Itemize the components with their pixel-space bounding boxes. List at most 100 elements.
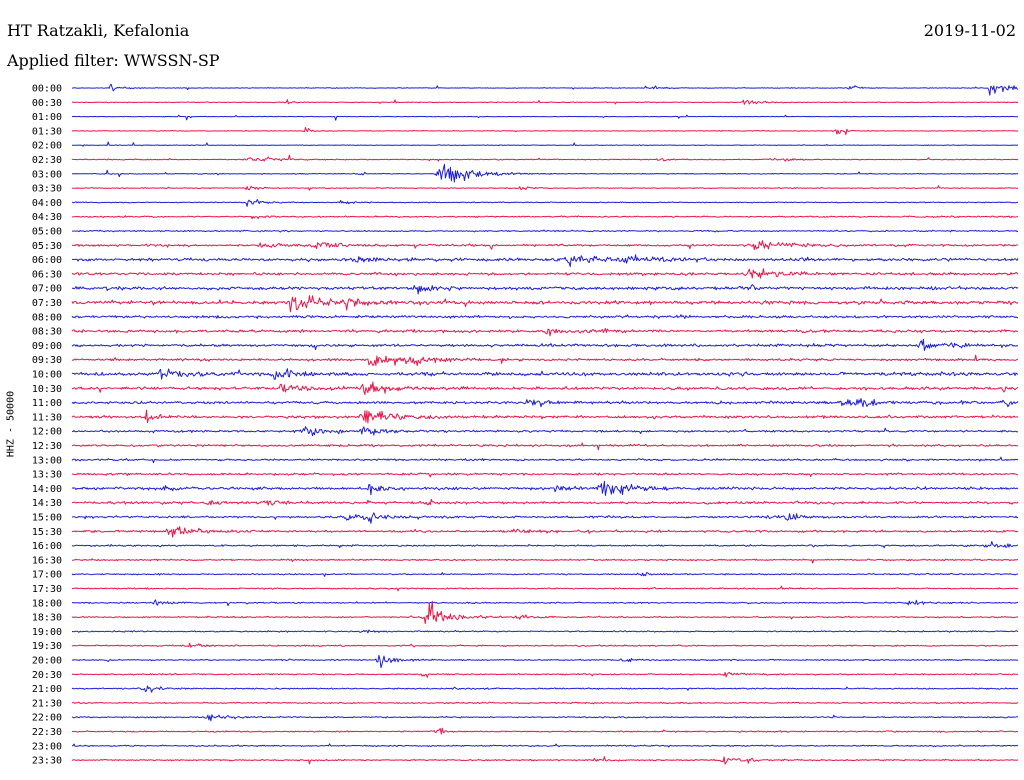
row-time-label: 03:30: [32, 184, 62, 195]
seismic-trace-row: [71, 185, 1019, 191]
row-time-label: 13:30: [32, 470, 62, 481]
seismic-trace-row: [71, 215, 1019, 220]
row-time-label: 20:30: [32, 670, 62, 681]
date-label: 2019-11-02: [923, 21, 1016, 40]
row-time-label: 21:30: [32, 698, 62, 709]
seismic-trace-row: [71, 426, 1019, 437]
row-time-label: 08:30: [32, 327, 62, 338]
seismic-trace-row: [71, 743, 1019, 748]
row-time-label: 18:00: [32, 598, 62, 609]
seismic-trace-row: [72, 442, 1019, 451]
seismic-trace-row: [72, 141, 1018, 147]
seismic-trace-row: [71, 295, 1019, 313]
row-time-label: 22:00: [32, 713, 62, 724]
row-time-label: 07:00: [32, 284, 62, 295]
seismic-trace-row: [71, 381, 1019, 395]
seismic-trace-row: [71, 328, 1019, 337]
seismic-trace-row: [71, 409, 1019, 424]
seismic-trace-row: [71, 338, 1019, 351]
row-time-label: 08:00: [32, 312, 62, 323]
row-time-label: 23:00: [32, 741, 62, 752]
row-time-label: 14:30: [32, 498, 62, 509]
row-time-label: 00:30: [32, 98, 62, 109]
row-time-label: 12:00: [32, 427, 62, 438]
seismic-trace-row: [71, 240, 1019, 250]
row-time-label: 23:30: [32, 756, 62, 767]
row-time-label: 06:00: [32, 255, 62, 266]
row-time-label: 10:00: [32, 370, 62, 381]
seismic-trace-row: [72, 472, 1019, 478]
seismic-trace-row: [71, 314, 1019, 319]
seismic-trace-row: [71, 642, 1018, 648]
seismic-trace-row: [71, 99, 1019, 105]
row-time-label: 05:00: [32, 227, 62, 238]
row-time-label: 15:00: [32, 513, 62, 524]
row-time-label: 16:00: [32, 541, 62, 552]
seismic-trace-row: [71, 585, 1019, 592]
row-time-label: 12:30: [32, 441, 62, 452]
seismic-trace-row: [71, 541, 1019, 549]
row-time-label: 18:30: [32, 613, 62, 624]
row-time-label: 14:00: [32, 484, 62, 495]
seismic-trace-row: [71, 600, 1019, 624]
seismic-trace-row: [71, 629, 1019, 634]
row-time-label: 17:30: [32, 584, 62, 595]
row-time-label: 19:30: [32, 641, 62, 652]
row-time-label: 21:00: [32, 684, 62, 695]
row-time-label: 02:30: [32, 155, 62, 166]
seismic-trace-row: [71, 756, 1019, 765]
seismic-trace-row: [71, 701, 1019, 705]
row-time-label: 07:30: [32, 298, 62, 309]
seismic-trace-row: [71, 154, 1019, 162]
row-time-label: 19:00: [32, 627, 62, 638]
row-time-label: 09:30: [32, 355, 62, 366]
seismic-trace-row: [71, 714, 1019, 722]
seismic-trace-row: [71, 199, 1019, 207]
seismic-trace-row: [71, 671, 1019, 678]
row-time-label: 04:00: [32, 198, 62, 209]
row-time-label: 15:30: [32, 527, 62, 538]
seismic-trace-row: [71, 114, 1018, 121]
seismic-trace-row: [71, 512, 1019, 524]
row-time-label: 01:30: [32, 126, 62, 137]
row-time-label: 05:30: [32, 241, 62, 252]
seismic-trace-row: [71, 284, 1019, 295]
row-time-label: 22:30: [32, 727, 62, 738]
seismic-trace-row: [72, 558, 1019, 564]
row-time-label: 11:30: [32, 412, 62, 423]
station-title: HT Ratzakli, Kefalonia: [7, 21, 190, 40]
seismic-trace-row: [71, 268, 1019, 279]
filter-label: Applied filter: WWSSN-SP: [7, 51, 220, 70]
row-time-label: 03:00: [32, 169, 62, 180]
row-time-label: 01:00: [32, 112, 62, 123]
seismic-trace-row: [71, 127, 1019, 136]
row-time-label: 11:00: [32, 398, 62, 409]
seismic-trace-row: [71, 456, 1019, 464]
seismic-trace-row: [71, 727, 1019, 735]
row-time-label: 02:00: [32, 141, 62, 152]
seismic-trace-row: [71, 498, 1019, 506]
row-time-label: 13:00: [32, 455, 62, 466]
seismic-trace-row: [71, 685, 1019, 693]
row-time-label: 20:00: [32, 656, 62, 667]
row-time-label: 09:00: [32, 341, 62, 352]
seismic-trace-row: [72, 229, 1019, 233]
row-time-label: 16:30: [32, 555, 62, 566]
seismic-trace-row: [71, 368, 1019, 380]
seismic-trace-row: [71, 654, 1019, 669]
row-time-label: 10:30: [32, 384, 62, 395]
seismic-trace-row: [71, 526, 1019, 538]
seismic-trace-row: [71, 354, 1019, 367]
seismic-trace-row: [71, 83, 1019, 96]
row-time-label: 04:30: [32, 212, 62, 223]
seismic-trace-row: [71, 398, 1019, 408]
seismic-trace-row: [71, 163, 1018, 183]
row-time-label: 00:00: [32, 84, 62, 95]
seismic-trace-row: [71, 599, 1019, 607]
seismic-trace-row: [71, 572, 1019, 577]
row-time-label: 06:30: [32, 269, 62, 280]
row-time-label: 17:00: [32, 570, 62, 581]
seismic-trace-row: [71, 480, 1019, 496]
seismic-trace-row: [71, 254, 1019, 268]
